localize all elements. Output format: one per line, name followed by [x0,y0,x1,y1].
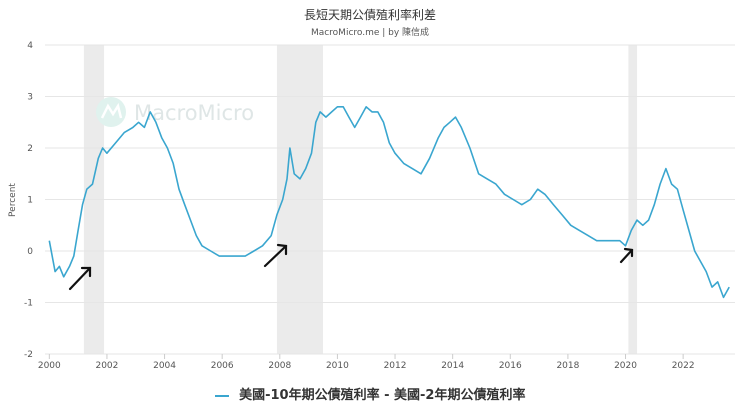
watermark: MacroMicro [96,97,254,127]
arrow-icon [68,266,92,291]
y-tick-label: 2 [27,144,33,154]
x-tick-label: 2006 [211,361,234,371]
series-line[interactable] [48,106,730,299]
legend-label: 美國-10年期公債殖利率 - 美國-2年期公債殖利率 [239,388,526,403]
watermark-text: MacroMicro [134,101,254,125]
x-tick-label: 2012 [384,361,407,371]
chart-subtitle: MacroMicro.me | by 陳信成 [310,28,430,38]
y-axis-ticks: -2 -1 0 1 2 3 4 [24,41,33,360]
x-tick-label: 2014 [441,361,464,371]
arrow-icon [619,247,634,264]
x-tick-label: 2008 [268,361,291,371]
legend[interactable]: 美國-10年期公債殖利率 - 美國-2年期公債殖利率 [0,384,740,403]
legend-swatch [214,394,229,397]
y-tick-label: 3 [27,93,33,103]
x-tick-label: 2004 [153,361,176,371]
x-tick-label: 2022 [672,361,695,371]
y-gridlines [45,44,735,355]
x-tick-label: 2020 [614,361,637,371]
y-axis-label: Percent [8,183,18,217]
x-tick-label: 2002 [95,361,118,371]
arrow-icon [263,243,288,268]
y-tick-label: 4 [27,41,33,51]
y-tick-label: 0 [27,247,33,257]
y-tick-label: 1 [27,196,33,206]
x-tick-label: 2018 [556,361,579,371]
x-tick-label: 2016 [499,361,522,371]
x-tick-label: 2000 [38,361,61,371]
y-tick-label: -1 [24,299,33,309]
annotation-arrows [68,243,634,291]
chart-title: 長短天期公債殖利率利差 [303,8,436,22]
watermark-logo-mark [100,102,123,119]
x-tick-label: 2010 [326,361,349,371]
x-axis-ticks: 2000 2002 2004 2006 2008 2010 2012 2014 2016 2018… [38,354,695,371]
y-tick-label: -2 [24,350,33,360]
